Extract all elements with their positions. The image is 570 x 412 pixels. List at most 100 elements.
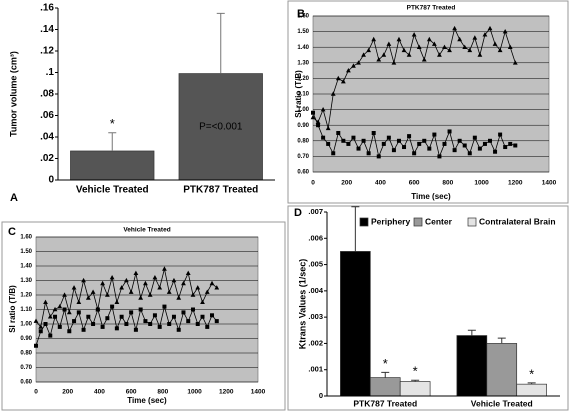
bar [486, 343, 518, 397]
marker [91, 322, 96, 326]
marker [76, 299, 82, 305]
marker [62, 292, 67, 297]
marker [508, 141, 513, 146]
marker [104, 292, 110, 297]
y-tick-label: 1.30 [297, 60, 309, 66]
error-bar [411, 379, 420, 382]
marker [195, 285, 201, 290]
y-tick-label: 0.80 [297, 138, 309, 144]
x-tick-label: 1000 [474, 180, 489, 187]
marker [71, 285, 77, 290]
y-tick-label: 0.60 [297, 170, 309, 176]
x-tick-label: 200 [62, 389, 73, 396]
marker [119, 285, 125, 290]
marker [512, 60, 518, 65]
marker [437, 154, 442, 159]
marker [167, 322, 172, 326]
x-tick-label: 1200 [219, 389, 234, 396]
marker [477, 146, 482, 151]
marker [366, 47, 372, 53]
x-tick-label: 600 [126, 389, 137, 396]
marker [493, 149, 498, 154]
panel-frame [1, 221, 286, 411]
y-tick-label: .14 [40, 24, 54, 35]
marker [472, 135, 477, 140]
marker [143, 319, 148, 324]
y-tick-label: .1 [46, 67, 55, 78]
marker [114, 299, 120, 305]
y-tick-label: 1.50 [297, 29, 309, 35]
marker [513, 143, 518, 148]
marker [57, 304, 63, 309]
y-axis-title: SI ratio (T/B) [294, 70, 303, 118]
marker [462, 44, 468, 49]
marker [376, 57, 382, 62]
marker [386, 41, 392, 46]
marker [62, 307, 67, 312]
y-tick-label: 1.00 [20, 322, 32, 328]
marker [95, 307, 100, 312]
marker [138, 295, 144, 300]
x-tick-label: 600 [409, 180, 420, 187]
marker [48, 333, 53, 338]
marker [396, 36, 402, 42]
marker [356, 60, 361, 65]
marker [457, 138, 462, 143]
marker [426, 36, 432, 42]
y-tick-label: .08 [40, 89, 54, 100]
annotation: * [413, 364, 418, 379]
marker [52, 306, 58, 312]
panel-frame [287, 0, 569, 204]
marker [492, 41, 498, 46]
marker [320, 107, 326, 112]
marker [57, 324, 62, 329]
y-tick-label: 0.70 [20, 365, 32, 371]
marker [401, 47, 407, 53]
marker [331, 151, 336, 156]
y-tick-label: 1.60 [20, 235, 32, 241]
legend-swatch [467, 217, 477, 227]
legend-label: Periphery [371, 216, 410, 226]
marker [412, 151, 417, 156]
y-tick-label: 1.20 [20, 293, 32, 299]
marker [38, 324, 44, 329]
error-bar [381, 371, 390, 378]
marker [497, 47, 503, 53]
x-tick-label: PTK787 Treated [183, 185, 258, 196]
marker [381, 52, 387, 57]
y-tick-label: 1.60 [297, 14, 309, 20]
y-tick-label: 0.70 [297, 154, 309, 160]
chart-title: Vehicle Treated [123, 227, 170, 234]
marker [185, 270, 191, 276]
annotation: * [110, 116, 115, 131]
x-tick-label: Vehicle Treated [76, 185, 149, 196]
marker [171, 277, 177, 283]
marker [66, 309, 72, 315]
panel-label: C [8, 226, 16, 238]
marker [143, 280, 148, 286]
marker [503, 145, 508, 150]
legend-label: Contralateral Brain [479, 216, 556, 226]
x-tick-label: 0 [311, 180, 315, 187]
y-tick-label: .04 [40, 132, 54, 143]
y-tick-label: 1.40 [20, 264, 32, 270]
marker [326, 141, 331, 146]
y-tick-label: 0.80 [20, 351, 32, 357]
bar [456, 335, 488, 397]
marker [502, 29, 508, 34]
marker [376, 154, 381, 159]
y-tick-label: .007 [308, 207, 323, 216]
marker [411, 32, 417, 37]
marker [76, 310, 81, 315]
marker [210, 313, 215, 318]
x-tick-label: Vehicle Treated [471, 398, 533, 408]
marker [361, 138, 366, 143]
marker [340, 78, 346, 84]
y-tick-label: .001 [308, 365, 323, 374]
marker [321, 135, 326, 140]
y-tick-label: .16 [40, 3, 54, 14]
marker [190, 307, 195, 312]
marker [442, 141, 447, 146]
marker [166, 289, 172, 294]
